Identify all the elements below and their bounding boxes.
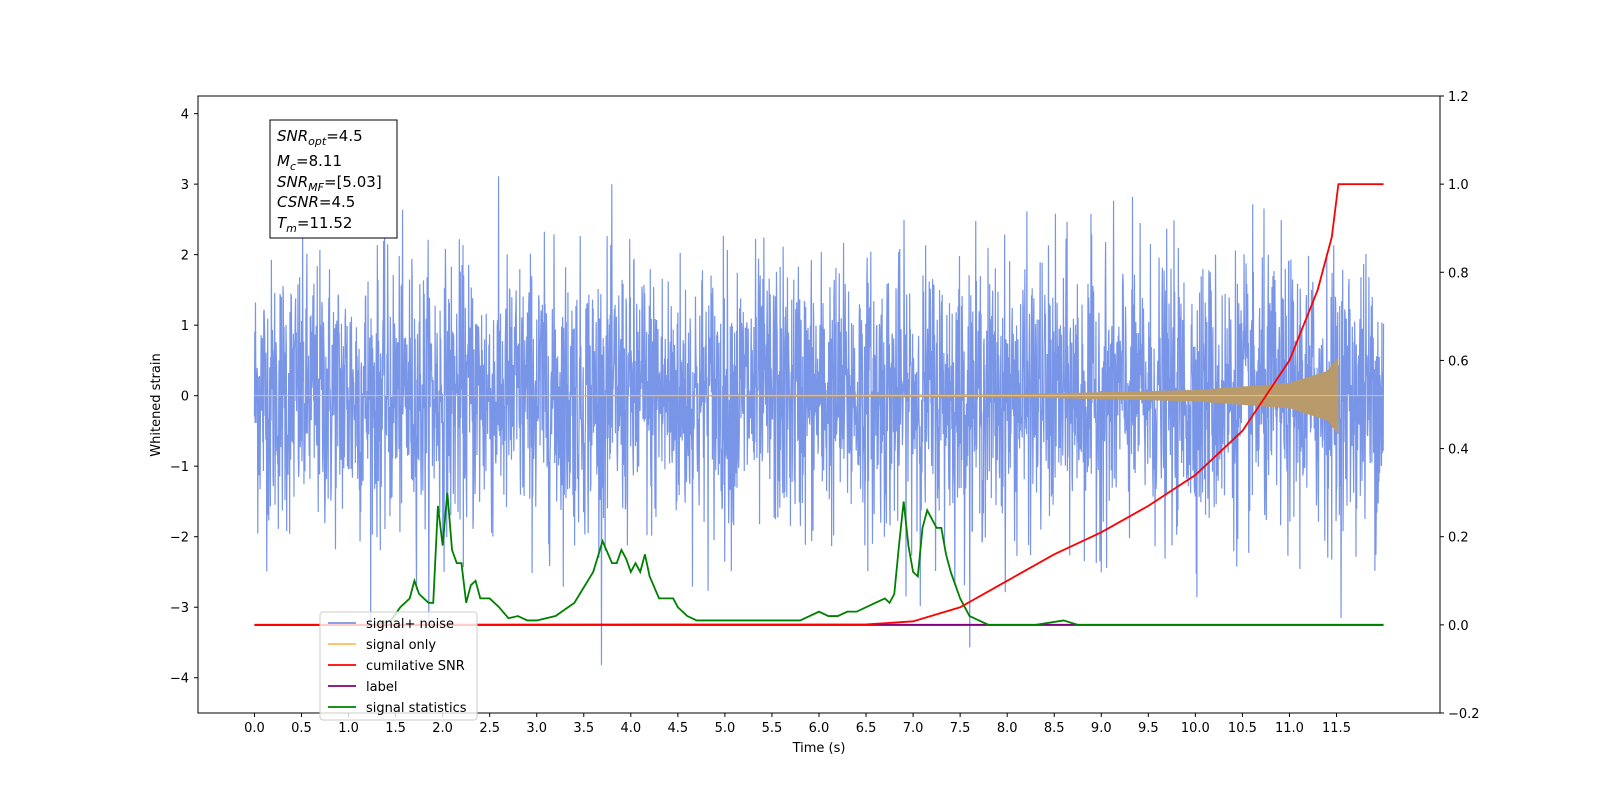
- y-axis-label: Whitened strain: [149, 353, 164, 456]
- y-tick-label: 1: [181, 319, 189, 334]
- annotation-line: Mc=8.11: [277, 152, 342, 173]
- x-tick-label: 10.0: [1181, 721, 1210, 736]
- annotation-line: Tm=11.52: [277, 214, 352, 235]
- x-tick-label: 6.5: [856, 721, 877, 736]
- y2-tick-label: 1.0: [1448, 178, 1469, 193]
- series-signal-noise-line: [253, 176, 1385, 666]
- x-tick-label: 6.0: [809, 721, 830, 736]
- annotation-line: SNRMF=[5.03]: [277, 173, 382, 194]
- y-tick-label: 3: [181, 178, 189, 193]
- legend-label: signal+ noise: [366, 617, 454, 632]
- y-tick-label: −4: [170, 672, 189, 687]
- y-tick-label: 2: [181, 249, 189, 264]
- legend-label: cumilative SNR: [366, 659, 465, 674]
- x-tick-label: 4.5: [668, 721, 689, 736]
- legend: signal+ noise signal only cumilative SNR la…: [319, 611, 478, 721]
- y-tick-label: 0: [181, 390, 189, 405]
- x-tick-label: 9.5: [1138, 721, 1159, 736]
- x-tick-label: 0.5: [291, 721, 312, 736]
- legend-label: signal statistics: [366, 701, 467, 716]
- y2-tick-label: 0.2: [1448, 531, 1469, 546]
- y-tick-label: 4: [181, 108, 189, 123]
- y2-tick-label: 1.2: [1448, 90, 1469, 105]
- x-tick-label: 8.5: [1044, 721, 1065, 736]
- y-tick-label: −2: [170, 531, 189, 546]
- x-tick-label: 4.0: [620, 721, 641, 736]
- y2-axis-ticks: 1.2 1.0 0.8 0.6 0.4 0.2 0.0 −0.2: [1440, 90, 1480, 722]
- x-tick-label: 8.0: [997, 721, 1018, 736]
- y2-tick-label: 0.0: [1448, 619, 1469, 634]
- x-tick-label: 5.5: [762, 721, 783, 736]
- y2-tick-label: 0.6: [1448, 354, 1469, 369]
- legend-label: signal only: [366, 638, 436, 653]
- annotation-line: CSNR=4.5: [277, 193, 355, 211]
- x-tick-label: 11.0: [1275, 721, 1304, 736]
- x-tick-label: 1.5: [385, 721, 406, 736]
- x-axis-label: Time (s): [792, 741, 846, 756]
- x-axis-ticks: 0.0 0.5 1.0 1.5 2.0 2.5 3.0 3.5 4.0 4.5 5.0 5.5 6.0 6…: [244, 713, 1351, 736]
- series-signal-statistics-line: [254, 492, 1384, 626]
- x-tick-label: 11.5: [1322, 721, 1351, 736]
- x-tick-label: 9.0: [1091, 721, 1112, 736]
- x-tick-label: 10.5: [1228, 721, 1257, 736]
- x-tick-label: 2.5: [479, 721, 500, 736]
- x-tick-label: 7.5: [950, 721, 971, 736]
- y2-tick-label: 0.4: [1448, 443, 1469, 458]
- x-tick-label: 1.0: [338, 721, 359, 736]
- x-tick-label: 5.0: [715, 721, 736, 736]
- x-tick-label: 0.0: [244, 721, 265, 736]
- series-cumulative-snr-line: [254, 183, 1384, 626]
- y2-tick-label: 0.8: [1448, 266, 1469, 281]
- y-tick-label: −1: [170, 460, 189, 475]
- x-tick-label: 3.5: [573, 721, 594, 736]
- annotation-line: SNRopt=4.5: [277, 127, 363, 148]
- y-tick-label: −3: [170, 601, 189, 616]
- x-tick-label: 3.0: [526, 721, 547, 736]
- y2-tick-label: −0.2: [1448, 707, 1480, 722]
- x-tick-label: 7.0: [903, 721, 924, 736]
- x-tick-label: 2.0: [432, 721, 453, 736]
- legend-label: label: [366, 680, 397, 695]
- y-axis-ticks: 4 3 2 1 0 −1 −2 −3 −4: [170, 108, 198, 687]
